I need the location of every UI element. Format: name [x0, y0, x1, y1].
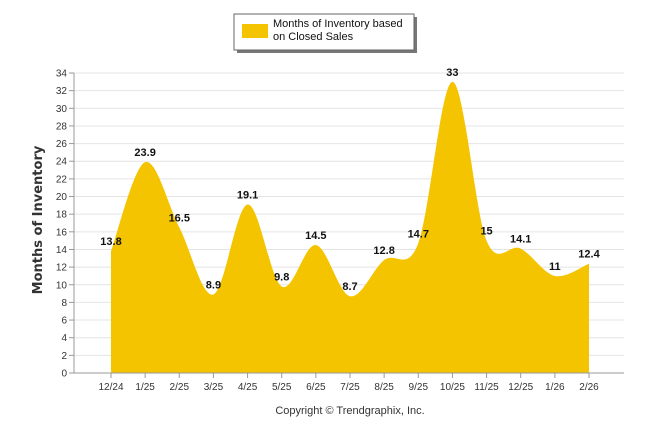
y-tick-label: 34	[56, 69, 68, 80]
data-label: 33	[446, 67, 458, 79]
data-label: 14.1	[510, 234, 531, 246]
x-tick-label: 3/25	[204, 382, 224, 393]
data-label: 12.8	[373, 245, 394, 257]
series-area	[111, 81, 589, 374]
legend[interactable]: Months of Inventory based on Closed Sale…	[233, 13, 417, 53]
y-tick-label: 30	[56, 104, 68, 115]
data-label: 15	[480, 226, 492, 238]
data-label: 8.9	[206, 279, 221, 291]
y-tick-label: 20	[56, 192, 68, 203]
y-tick-label: 6	[61, 316, 67, 327]
y-tick-label: 32	[56, 86, 68, 97]
data-label: 13.8	[100, 236, 121, 248]
y-tick-label: 4	[61, 333, 67, 344]
x-tick-label: 4/25	[238, 382, 258, 393]
x-tick-label: 12/25	[508, 382, 533, 393]
legend-swatch	[242, 24, 268, 38]
data-labels: 13.8 23.9 16.5 8.9 19.1 9.8 14.5 8.7 12.8 14.7 33 1…	[100, 67, 600, 293]
y-tick-label: 28	[56, 121, 68, 132]
x-tick-label: 2/25	[170, 382, 190, 393]
y-axis-label: Months of Inventory	[31, 145, 46, 294]
x-tick-label: 1/25	[135, 382, 155, 393]
data-label: 11	[549, 261, 561, 273]
data-label: 8.7	[342, 281, 357, 293]
x-tick-label: 6/25	[306, 382, 326, 393]
data-label: 14.7	[408, 228, 429, 240]
y-tick-label: 10	[56, 280, 68, 291]
y-tick-label: 8	[61, 298, 67, 309]
x-tick-label: 10/25	[440, 382, 465, 393]
x-tick-label: 12/24	[98, 382, 123, 393]
x-tick-label: 1/26	[545, 382, 565, 393]
x-tick-label: 11/25	[474, 382, 499, 393]
data-label: 19.1	[237, 189, 258, 201]
y-tick-label: 26	[56, 139, 68, 150]
y-tick-label: 16	[56, 227, 68, 238]
x-tick-label: 5/25	[272, 382, 292, 393]
data-label: 23.9	[134, 147, 155, 159]
legend-line-2: on Closed Sales	[273, 31, 354, 43]
legend-line-1: Months of Inventory based	[273, 18, 403, 30]
data-label: 9.8	[274, 272, 289, 284]
x-tick-label: 2/26	[579, 382, 599, 393]
x-axis-ticks: 12/24 1/25 2/25 3/25 4/25 5/25 6/25 7/25 8/25 9/2…	[98, 373, 599, 393]
y-tick-label: 0	[61, 369, 67, 380]
data-label: 12.4	[578, 249, 600, 261]
x-tick-label: 9/25	[409, 382, 429, 393]
x-tick-label: 7/25	[340, 382, 360, 393]
series-area-fill	[111, 81, 589, 374]
y-tick-label: 2	[61, 351, 67, 362]
copyright-text: Copyright © Trendgraphix, Inc.	[275, 405, 424, 417]
x-tick-label: 8/25	[374, 382, 394, 393]
data-label: 16.5	[169, 212, 190, 224]
y-tick-label: 14	[56, 245, 68, 256]
y-tick-label: 18	[56, 210, 68, 221]
data-label: 14.5	[305, 230, 326, 242]
y-tick-label: 24	[56, 157, 68, 168]
y-tick-label: 12	[56, 263, 68, 274]
y-tick-label: 22	[56, 174, 68, 185]
